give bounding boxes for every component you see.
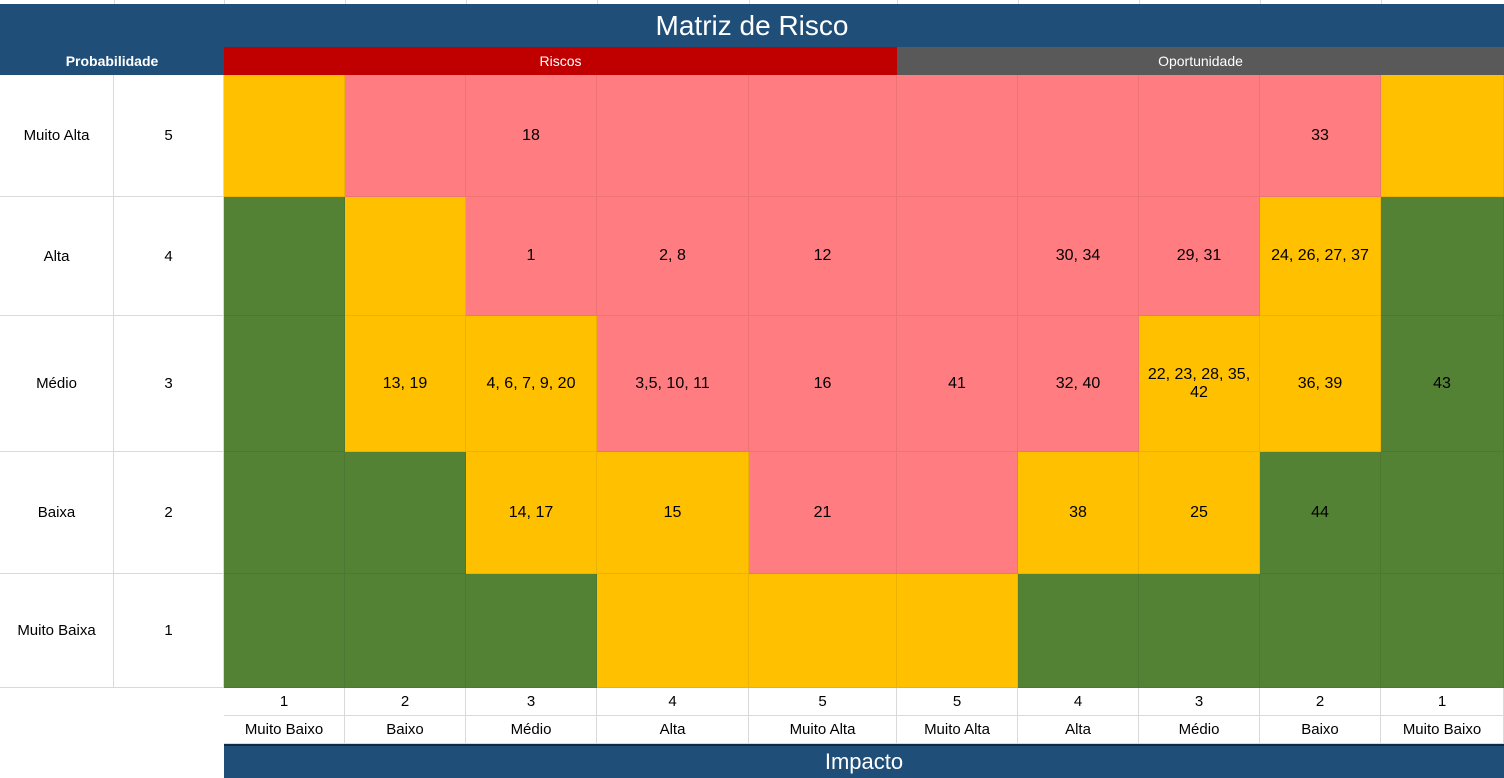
matrix-cell[interactable]: 29, 31 bbox=[1139, 197, 1260, 316]
impact-value: 1 bbox=[224, 688, 345, 716]
matrix-cell[interactable] bbox=[897, 197, 1018, 316]
matrix-cell[interactable]: 4, 6, 7, 9, 20 bbox=[466, 316, 597, 452]
impact-label: Alta bbox=[1018, 716, 1139, 744]
matrix-cell[interactable]: 18 bbox=[466, 75, 597, 197]
matrix-cell[interactable]: 1 bbox=[466, 197, 597, 316]
matrix-cell[interactable] bbox=[1018, 75, 1139, 197]
matrix-cell[interactable] bbox=[224, 316, 345, 452]
matrix-cell[interactable] bbox=[466, 574, 597, 688]
probability-value: 5 bbox=[114, 75, 224, 197]
matrix-cell[interactable] bbox=[1381, 452, 1504, 574]
matrix-cell[interactable]: 3,5, 10, 11 bbox=[597, 316, 749, 452]
matrix-cell[interactable] bbox=[224, 452, 345, 574]
impact-label: Baixo bbox=[345, 716, 466, 744]
impact-value: 2 bbox=[1260, 688, 1381, 716]
probability-value: 3 bbox=[114, 316, 224, 452]
matrix-cell[interactable]: 13, 19 bbox=[345, 316, 466, 452]
matrix-cell[interactable]: 44 bbox=[1260, 452, 1381, 574]
matrix-cell[interactable]: 41 bbox=[897, 316, 1018, 452]
matrix-cell[interactable] bbox=[1381, 197, 1504, 316]
sheet-gridline-strip bbox=[0, 0, 1504, 4]
impact-label: Baixo bbox=[1260, 716, 1381, 744]
matrix-cell[interactable]: 22, 23, 28, 35, 42 bbox=[1139, 316, 1260, 452]
matrix-cell[interactable]: 25 bbox=[1139, 452, 1260, 574]
riscos-header: Riscos bbox=[224, 47, 897, 75]
matrix-cell[interactable]: 32, 40 bbox=[1018, 316, 1139, 452]
matrix-cell[interactable] bbox=[345, 197, 466, 316]
matrix-cell[interactable] bbox=[597, 574, 749, 688]
matrix-cell[interactable]: 21 bbox=[749, 452, 897, 574]
matrix-title: Matriz de Risco bbox=[0, 4, 1504, 47]
matrix-cell[interactable] bbox=[897, 574, 1018, 688]
matrix-cell[interactable] bbox=[224, 197, 345, 316]
probability-label: Muito Baixa bbox=[0, 574, 114, 688]
impact-value: 4 bbox=[1018, 688, 1139, 716]
probability-value: 4 bbox=[114, 197, 224, 316]
matrix-cell[interactable] bbox=[1139, 75, 1260, 197]
impact-label: Muito Baixo bbox=[224, 716, 345, 744]
matrix-cell[interactable] bbox=[224, 574, 345, 688]
impact-value: 2 bbox=[345, 688, 466, 716]
impact-value: 1 bbox=[1381, 688, 1504, 716]
matrix-cell[interactable]: 2, 8 bbox=[597, 197, 749, 316]
impact-label: Alta bbox=[597, 716, 749, 744]
impact-value: 4 bbox=[597, 688, 749, 716]
matrix-cell[interactable] bbox=[1139, 574, 1260, 688]
impacto-footer: Impacto bbox=[224, 744, 1504, 778]
matrix-cell[interactable]: 33 bbox=[1260, 75, 1381, 197]
impact-label: Médio bbox=[466, 716, 597, 744]
matrix-cell[interactable] bbox=[1381, 75, 1504, 197]
matrix-cell[interactable]: 14, 17 bbox=[466, 452, 597, 574]
impact-value: 3 bbox=[1139, 688, 1260, 716]
matrix-cell[interactable] bbox=[224, 75, 345, 197]
probability-value: 2 bbox=[114, 452, 224, 574]
matrix-cell[interactable]: 38 bbox=[1018, 452, 1139, 574]
impact-label: Muito Baixo bbox=[1381, 716, 1504, 744]
impact-value: 3 bbox=[466, 688, 597, 716]
probabilidade-header: Probabilidade bbox=[0, 47, 224, 75]
matrix-cell[interactable]: 16 bbox=[749, 316, 897, 452]
probability-label: Médio bbox=[0, 316, 114, 452]
matrix-cell[interactable] bbox=[749, 75, 897, 197]
bottom-left-blank bbox=[0, 688, 224, 778]
probability-label: Baixa bbox=[0, 452, 114, 574]
matrix-cell[interactable] bbox=[345, 574, 466, 688]
matrix-cell[interactable] bbox=[1018, 574, 1139, 688]
matrix-cell[interactable]: 12 bbox=[749, 197, 897, 316]
impact-label: Médio bbox=[1139, 716, 1260, 744]
impact-value: 5 bbox=[897, 688, 1018, 716]
matrix-cell[interactable] bbox=[897, 75, 1018, 197]
matrix-cell[interactable]: 15 bbox=[597, 452, 749, 574]
matrix-cell[interactable] bbox=[1381, 574, 1504, 688]
impact-label: Muito Alta bbox=[897, 716, 1018, 744]
oportunidade-header: Oportunidade bbox=[897, 47, 1504, 75]
impact-label: Muito Alta bbox=[749, 716, 897, 744]
impact-value: 5 bbox=[749, 688, 897, 716]
probability-value: 1 bbox=[114, 574, 224, 688]
matrix-cell[interactable] bbox=[1260, 574, 1381, 688]
matrix-cell[interactable] bbox=[749, 574, 897, 688]
matrix-cell[interactable] bbox=[597, 75, 749, 197]
matrix-cell[interactable]: 36, 39 bbox=[1260, 316, 1381, 452]
matrix-cell[interactable] bbox=[345, 75, 466, 197]
matrix-cell[interactable]: 30, 34 bbox=[1018, 197, 1139, 316]
probability-label: Alta bbox=[0, 197, 114, 316]
matrix-cell[interactable]: 43 bbox=[1381, 316, 1504, 452]
matrix-cell[interactable] bbox=[345, 452, 466, 574]
probability-label: Muito Alta bbox=[0, 75, 114, 197]
matrix-cell[interactable] bbox=[897, 452, 1018, 574]
matrix-cell[interactable]: 24, 26, 27, 37 bbox=[1260, 197, 1381, 316]
